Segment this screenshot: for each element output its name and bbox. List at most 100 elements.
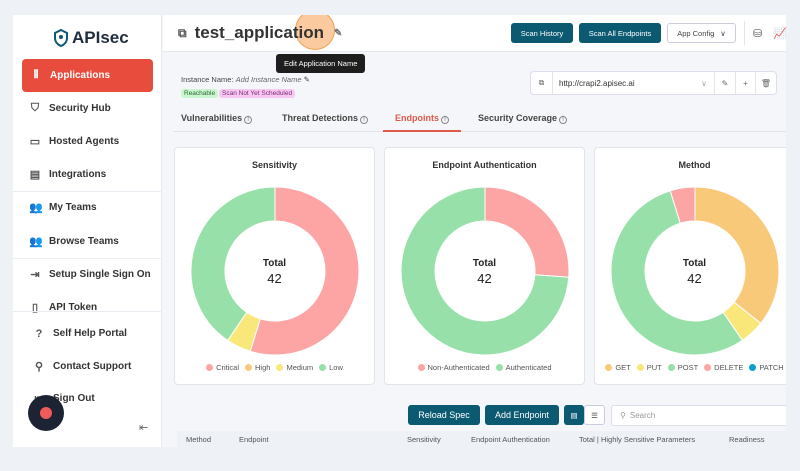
database-icon[interactable]: ⛁ bbox=[753, 28, 763, 40]
tab-threat-detections[interactable]: Threat Detections i bbox=[282, 113, 369, 124]
divider bbox=[13, 258, 162, 259]
legend-item[interactable]: Non-Authenticated bbox=[417, 363, 490, 372]
tooltip: Edit Application Name bbox=[276, 54, 366, 73]
legend-item[interactable]: DELETE bbox=[704, 363, 743, 372]
delete-url-icon[interactable]: 🗑 bbox=[760, 78, 772, 88]
copy-icon[interactable]: ⧉ bbox=[531, 72, 553, 94]
tab-endpoints[interactable]: Endpoints i bbox=[383, 113, 461, 132]
sidebar-item-my-teams[interactable]: 👥 My Teams bbox=[13, 191, 162, 224]
sidebar-item-hosted-agents[interactable]: ▭ Hosted Agents bbox=[13, 125, 162, 158]
url-value[interactable]: http://crapi2.apisec.ai bbox=[559, 78, 635, 88]
tab-security-coverage[interactable]: Security Coverage i bbox=[478, 113, 568, 124]
legend-item[interactable]: GET bbox=[605, 363, 631, 372]
edit-instance-icon[interactable]: ✎ bbox=[303, 75, 310, 84]
sidebar-item-security-hub[interactable]: ⛉ Security Hub bbox=[13, 92, 162, 125]
total-value: 42 bbox=[687, 271, 702, 286]
legend-item[interactable]: POST bbox=[667, 363, 698, 372]
legend: Non-Authenticated Authenticated bbox=[385, 363, 584, 372]
scan-all-endpoints-button[interactable]: Scan All Endpoints bbox=[579, 23, 661, 43]
info-icon: i bbox=[441, 115, 449, 124]
chevron-down-icon[interactable]: ∨ bbox=[701, 78, 707, 88]
col-authentication[interactable]: Endpoint Authentication bbox=[471, 435, 550, 444]
col-method[interactable]: Method bbox=[186, 435, 212, 444]
scan-history-button[interactable]: Scan History bbox=[511, 23, 573, 43]
legend-item[interactable]: PUT bbox=[636, 363, 662, 372]
instance-url-select[interactable]: ⧉ http://crapi2.apisec.ai ∨ ✎ + 🗑 bbox=[530, 71, 777, 95]
sidebar-item-label: My Teams bbox=[49, 202, 97, 213]
card-view-icon[interactable]: ▤ bbox=[564, 405, 584, 425]
tab-vulnerabilities[interactable]: Vulnerabilities i bbox=[181, 113, 253, 124]
edit-name-icon[interactable]: ✎ bbox=[334, 27, 343, 39]
legend-item[interactable]: Low bbox=[319, 363, 343, 372]
info-icon: i bbox=[244, 115, 253, 124]
add-endpoint-button[interactable]: Add Endpoint bbox=[485, 405, 559, 425]
donut-slice-critical[interactable] bbox=[249, 186, 360, 356]
sidebar-item-setup-single-sign-on[interactable]: ⇥ Setup Single Sign On bbox=[13, 258, 162, 291]
legend-dot-icon bbox=[245, 364, 253, 371]
donut-slice-delete[interactable] bbox=[669, 186, 696, 224]
users-icon: 👥 bbox=[29, 202, 43, 214]
edit-url-icon[interactable]: ✎ bbox=[714, 72, 736, 94]
self-help-portal-icon: ? bbox=[35, 327, 43, 340]
shield-icon: ⛉ bbox=[30, 102, 40, 114]
legend-item[interactable]: PATCH bbox=[749, 363, 784, 372]
tabs: Vulnerabilities i Threat Detections i Endp… bbox=[173, 107, 786, 132]
col-readiness[interactable]: Readiness bbox=[729, 435, 765, 444]
legend-item[interactable]: Authenticated bbox=[495, 363, 552, 372]
click-highlight bbox=[295, 15, 335, 50]
page-title: test_application bbox=[194, 23, 324, 42]
search-icon: ⚲ bbox=[620, 411, 626, 420]
donut-slice-non-authenticated[interactable] bbox=[484, 186, 570, 278]
header: ⧉ test_application ✎ Scan History Scan All… bbox=[163, 15, 786, 52]
instance-name-placeholder[interactable]: Add Instance Name bbox=[235, 75, 302, 84]
sidebar: APIsec ⫴ Applications ⛉ Security Hub ▭ Hosted… bbox=[13, 15, 162, 447]
sidebar-item-browse-teams[interactable]: 👥 Browse Teams bbox=[13, 225, 162, 258]
sidebar-item-label: Contact Support bbox=[53, 361, 132, 372]
app-window: APIsec ⫴ Applications ⛉ Security Hub ▭ Hosted… bbox=[13, 15, 786, 447]
total-label: Total bbox=[682, 258, 707, 269]
col-parameters[interactable]: Total | Highly Sensitive Parameters bbox=[579, 435, 696, 444]
users-icon: 👥 bbox=[29, 236, 43, 248]
divider bbox=[13, 191, 162, 192]
monitor-icon: ▭ bbox=[29, 136, 41, 148]
search-input[interactable]: ⚲ Search bbox=[611, 405, 786, 426]
legend-item[interactable]: High bbox=[245, 363, 270, 372]
legend-dot-icon bbox=[667, 364, 675, 371]
col-endpoint[interactable]: Endpoint bbox=[239, 435, 269, 444]
list-view-icon[interactable]: ☰ bbox=[584, 405, 605, 425]
app-config-dropdown[interactable]: App Config ∨ bbox=[667, 23, 736, 43]
copy-icon[interactable]: ⧉ bbox=[178, 25, 187, 40]
legend-dot-icon bbox=[276, 364, 284, 371]
sidebar-item-label: Security Hub bbox=[49, 103, 111, 114]
sidebar-item-contact-support[interactable]: ⚲ Contact Support bbox=[13, 350, 162, 383]
legend-item[interactable]: Critical bbox=[206, 363, 239, 372]
window-icon: ▤ bbox=[29, 169, 41, 181]
donut-chart bbox=[610, 186, 780, 356]
sidebar-item-label: Integrations bbox=[49, 169, 107, 180]
add-url-icon[interactable]: + bbox=[736, 72, 756, 94]
legend-dot-icon bbox=[417, 364, 425, 371]
legend-dot-icon bbox=[206, 364, 214, 371]
donut-slice-post[interactable] bbox=[610, 190, 744, 356]
donut-slice-authenticated[interactable] bbox=[400, 186, 570, 356]
donut-slice-get[interactable] bbox=[694, 186, 780, 325]
reload-spec-button[interactable]: Reload Spec bbox=[408, 405, 480, 425]
collapse-sidebar-icon[interactable]: ⇤ bbox=[139, 422, 149, 434]
sidebar-item-label: API Token bbox=[49, 302, 98, 313]
token-file-icon: ▯ bbox=[31, 302, 39, 314]
contact-support-icon: ⚲ bbox=[34, 361, 44, 373]
sidebar-item-api-token[interactable]: ▯ API Token bbox=[13, 291, 162, 324]
record-button[interactable] bbox=[28, 395, 64, 431]
chart-title: Method bbox=[678, 160, 711, 170]
col-sensitivity[interactable]: Sensitivity bbox=[407, 435, 441, 444]
legend-dot-icon bbox=[704, 364, 712, 371]
sidebar-item-integrations[interactable]: ▤ Integrations bbox=[13, 158, 162, 191]
chevron-down-icon: ∨ bbox=[720, 28, 726, 38]
legend-item[interactable]: Medium bbox=[276, 363, 313, 372]
chart-icon[interactable]: 📈 bbox=[773, 28, 786, 40]
sidebar-item-applications[interactable]: ⫴ Applications bbox=[22, 59, 153, 92]
divider bbox=[13, 311, 162, 312]
donut-slice-low[interactable] bbox=[190, 186, 276, 342]
logo-shield-icon bbox=[54, 29, 68, 47]
sidebar-item-self-help-portal[interactable]: ? Self Help Portal bbox=[13, 317, 162, 350]
